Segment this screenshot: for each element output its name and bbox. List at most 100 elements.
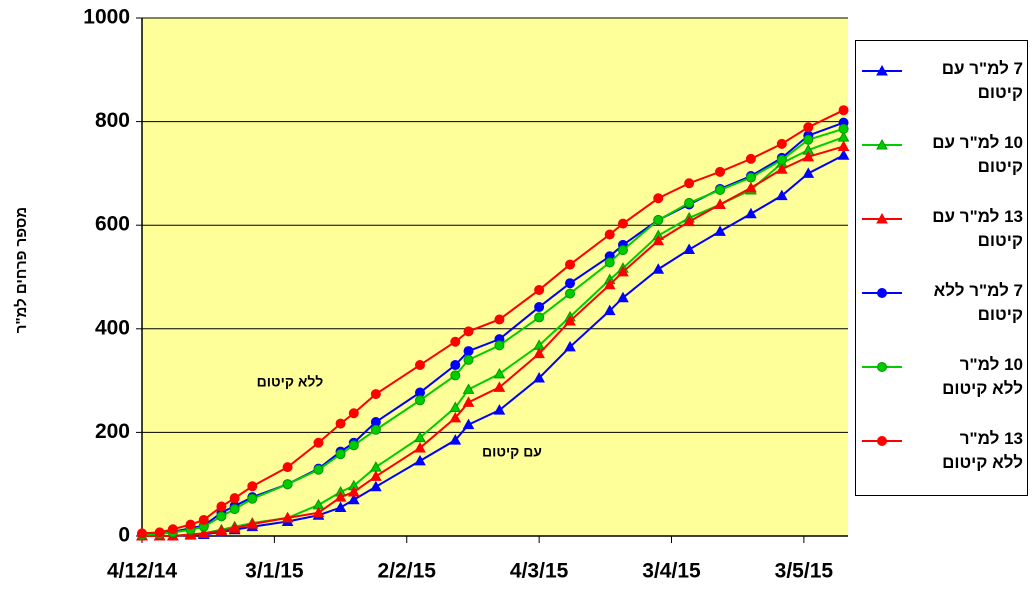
legend-key xyxy=(862,436,902,446)
marker xyxy=(167,524,178,535)
marker xyxy=(652,263,665,274)
marker xyxy=(370,424,381,435)
marker xyxy=(463,354,474,365)
marker xyxy=(876,138,888,150)
marker xyxy=(247,481,258,492)
marker xyxy=(714,198,726,209)
series-line xyxy=(142,154,845,537)
marker xyxy=(775,189,788,201)
x-tick-label: 3/1/15 xyxy=(245,560,304,583)
legend-label: 10 למ"ר ללא קיטום xyxy=(942,355,1023,398)
marker xyxy=(414,360,425,371)
marker xyxy=(565,288,576,299)
marker xyxy=(449,411,462,423)
y-tick-label: 600 xyxy=(95,213,130,236)
marker xyxy=(838,123,849,134)
marker xyxy=(370,470,382,481)
legend-item: 10 למ"ר ללא קיטום xyxy=(856,349,1029,419)
marker xyxy=(347,493,360,505)
annotation: ללא קיטום xyxy=(257,374,324,390)
legend-key xyxy=(862,362,902,372)
series-line xyxy=(142,145,844,537)
series-line xyxy=(141,127,844,536)
y-tick-label: 800 xyxy=(95,109,130,132)
marker xyxy=(370,480,382,492)
legend-label: 10 למ"ר עם קיטום xyxy=(932,133,1023,176)
y-tick-label: 1000 xyxy=(83,6,130,29)
marker xyxy=(745,207,757,219)
legend-item: 7 למ"ר עם קיטום xyxy=(856,53,1029,123)
marker xyxy=(463,326,474,337)
marker xyxy=(282,479,293,490)
legend-label: 13 למ"ר ללא קיטום xyxy=(942,429,1023,472)
marker xyxy=(683,215,695,227)
marker xyxy=(348,408,359,419)
marker xyxy=(137,528,147,539)
marker xyxy=(745,181,757,193)
legend-key xyxy=(862,288,902,298)
marker xyxy=(534,302,545,313)
marker xyxy=(198,514,209,525)
marker xyxy=(247,493,258,504)
marker xyxy=(450,336,461,347)
marker xyxy=(229,504,240,515)
marker xyxy=(493,367,506,379)
marker xyxy=(449,401,462,413)
marker xyxy=(803,134,814,145)
marker xyxy=(335,449,346,460)
marker xyxy=(617,265,629,277)
marker xyxy=(197,527,210,538)
marker xyxy=(603,304,616,316)
x-tick-label: 3/4/15 xyxy=(642,560,701,583)
marker xyxy=(877,288,887,298)
marker xyxy=(684,197,695,208)
marker xyxy=(776,138,787,149)
marker xyxy=(493,381,506,392)
marker xyxy=(877,362,887,372)
marker xyxy=(229,493,240,504)
marker xyxy=(653,193,664,204)
marker xyxy=(228,522,241,533)
marker xyxy=(803,122,814,133)
y-tick-label: 0 xyxy=(118,524,130,547)
series-line xyxy=(141,109,845,535)
marker xyxy=(876,64,888,76)
marker xyxy=(312,506,325,518)
marker xyxy=(414,454,426,466)
marker xyxy=(216,501,227,512)
marker xyxy=(493,404,506,415)
marker xyxy=(282,462,293,473)
marker xyxy=(776,154,787,165)
marker xyxy=(494,340,505,351)
marker xyxy=(414,441,426,453)
marker xyxy=(837,140,850,151)
marker xyxy=(745,172,756,183)
marker xyxy=(462,418,475,430)
legend: 7 למ"ר עם קיטום 10 למ"ר עם קיטום 13 למ"ר ע… xyxy=(855,40,1028,496)
marker xyxy=(802,150,815,162)
marker xyxy=(494,314,505,325)
marker xyxy=(534,284,545,295)
legend-key xyxy=(862,138,902,150)
marker xyxy=(604,229,615,240)
legend-label: 13 למ"ר עם קיטום xyxy=(932,207,1023,250)
marker xyxy=(617,218,628,229)
marker xyxy=(775,163,788,174)
marker xyxy=(462,383,475,394)
marker xyxy=(684,178,695,189)
marker xyxy=(313,464,324,475)
marker xyxy=(683,243,695,255)
marker xyxy=(449,434,462,445)
marker xyxy=(603,278,616,290)
marker xyxy=(348,440,359,451)
marker xyxy=(617,245,628,256)
marker xyxy=(837,149,850,160)
legend-item: 10 למ"ר עם קיטום xyxy=(856,127,1029,197)
marker xyxy=(450,370,461,381)
marker xyxy=(462,396,475,407)
marker xyxy=(565,259,576,270)
marker xyxy=(876,212,888,224)
y-tick-label: 400 xyxy=(95,316,130,339)
